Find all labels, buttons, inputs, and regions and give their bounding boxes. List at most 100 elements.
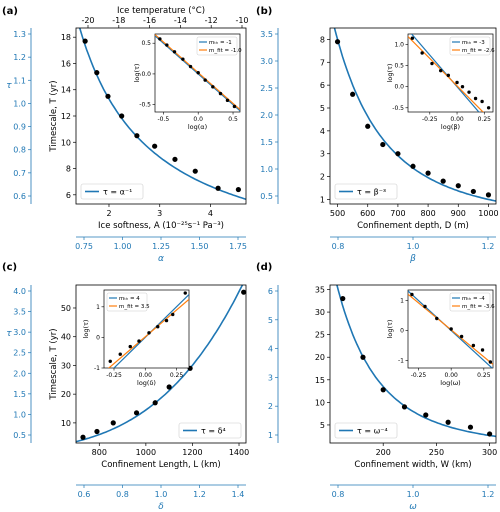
inset-point — [158, 37, 162, 41]
aux-x-tick-label: 1.2 — [482, 242, 495, 251]
inset-y-tick-label: -0.5 — [139, 102, 151, 109]
y-tick-label: 10 — [61, 419, 71, 428]
inset-point — [471, 343, 476, 348]
data-point — [94, 70, 100, 76]
inset-point — [420, 51, 424, 55]
panel-a: (a) 2 3 4 Ice softness, A (10⁻²⁵s⁻¹ Pa⁻³) 6 8 1… — [2, 6, 249, 264]
top-tick-label: -12 — [205, 16, 218, 25]
inset-point — [196, 70, 200, 75]
inset-y-tick-label: 0.5 — [394, 63, 404, 70]
inset-point — [108, 359, 112, 363]
inset-x-label: log(α) — [188, 123, 207, 131]
panel-label: (b) — [256, 6, 272, 17]
inset-point — [118, 352, 122, 356]
inset-point — [449, 327, 453, 331]
inset-point — [203, 78, 207, 82]
model-curve — [76, 285, 244, 443]
inset-x-tick-label: -0.25 — [422, 116, 438, 123]
y-tick-label: 30 — [315, 308, 325, 317]
x-axis-label: Confinement Length, L (km) — [101, 460, 220, 470]
x-tick-label: 500 — [330, 209, 345, 218]
x-axis-label: Ice softness, A (10⁻²⁵s⁻¹ Pa⁻³) — [98, 221, 224, 231]
y-tick-label: 16 — [61, 59, 71, 68]
y-tick-label: 8 — [66, 165, 71, 174]
aux-y-tick-label: 6 — [268, 287, 273, 296]
top-tick-label: -20 — [81, 16, 94, 25]
y-tick-label: 1 — [320, 195, 325, 204]
data-point — [395, 151, 401, 157]
x-tick-label: 600 — [360, 209, 375, 218]
inset-point — [435, 316, 439, 321]
aux-y-tick-label: 2.5 — [13, 349, 26, 358]
legend-box — [178, 422, 242, 439]
aux-x-tick-label: 1.25 — [152, 242, 170, 251]
aux-y-tick-label: 2.5 — [260, 84, 273, 93]
y-axis-label: Timescale, T (yr) — [49, 80, 59, 152]
inset-y-tick-label: 0.0 — [394, 84, 404, 91]
data-point — [241, 289, 247, 295]
y-tick-label: 20 — [61, 390, 71, 399]
aux-y-tick-label: 1.0 — [260, 165, 273, 174]
panel-label: (a) — [2, 6, 18, 17]
inset-point — [480, 99, 484, 104]
x-axis-label: Confinement width, W (km) — [354, 460, 471, 470]
inset-x-tick-label: -0.5 — [158, 116, 170, 123]
data-point — [410, 163, 416, 169]
inset-y-label: log(τ) — [133, 64, 141, 83]
inset-point — [459, 334, 464, 339]
inset-point — [165, 43, 169, 47]
y-tick-label: 8 — [320, 35, 325, 44]
y-tick-label: 18 — [61, 33, 71, 42]
aux-x-tick-label: 1.0 — [407, 242, 420, 251]
panel-label: (d) — [256, 262, 272, 273]
aux-y-tick-label: 4.0 — [13, 287, 26, 296]
aux-y-tick-label: 1.5 — [13, 390, 26, 399]
data-point — [340, 295, 346, 302]
aux-y-tick-label: 2.0 — [260, 111, 273, 120]
data-point — [172, 156, 178, 162]
panel-b: (b) 500 600 700 800 900 1000 Confinement depth,… — [256, 6, 499, 264]
aux-y-tick-label: 3.0 — [13, 328, 26, 337]
data-point — [105, 93, 111, 99]
legend-label: τ = δ⁴ — [201, 427, 226, 436]
aux-y-tick-label: 5 — [268, 316, 273, 325]
inset-point — [410, 36, 415, 40]
inset-x-tick-label: 0.25 — [170, 372, 184, 379]
data-point — [110, 420, 116, 426]
aux-x-label: β — [409, 254, 416, 264]
aux-x-tick-label: 1.4 — [232, 490, 245, 499]
inset-x-tick-label: 0.00 — [139, 372, 153, 379]
data-point — [467, 424, 474, 430]
aux-y-tick-label: 0.8 — [13, 146, 26, 155]
data-point — [365, 123, 371, 129]
data-point — [470, 188, 476, 195]
inset-x-label: log(β) — [441, 123, 460, 131]
y-tick-label: 10 — [315, 398, 325, 407]
y-tick-label: 2 — [320, 173, 325, 182]
aux-x-tick-label: 0.8 — [332, 242, 345, 251]
top-tick-label: -16 — [143, 16, 156, 25]
data-point — [134, 133, 140, 139]
data-point — [350, 91, 356, 97]
inset-x-tick-label: -0.25 — [411, 372, 427, 379]
inset-point — [455, 80, 459, 85]
inset-point — [128, 344, 132, 349]
y-tick-label: 35 — [315, 286, 325, 295]
plot-frame — [329, 27, 497, 205]
aux-y-label: τ — [6, 81, 12, 91]
aux-y-tick-label: 1.0 — [13, 410, 26, 419]
data-point — [455, 183, 461, 189]
aux-y-tick-label: 1.5 — [260, 138, 273, 147]
data-point — [94, 428, 100, 435]
x-tick-label: 200 — [376, 448, 391, 457]
inset-point — [446, 73, 451, 78]
aux-y-tick-label: 1.3 — [13, 30, 26, 39]
y-tick-label: 40 — [61, 333, 71, 342]
inset-legend-label: m_fit = 3.5 — [119, 304, 150, 310]
aux-y-tick-label: 0.6 — [13, 192, 26, 201]
x-tick-label: 700 — [390, 209, 405, 218]
data-point — [440, 178, 446, 184]
y-tick-label: 3 — [320, 150, 325, 159]
aux-y-tick-label: 3 — [268, 373, 273, 382]
